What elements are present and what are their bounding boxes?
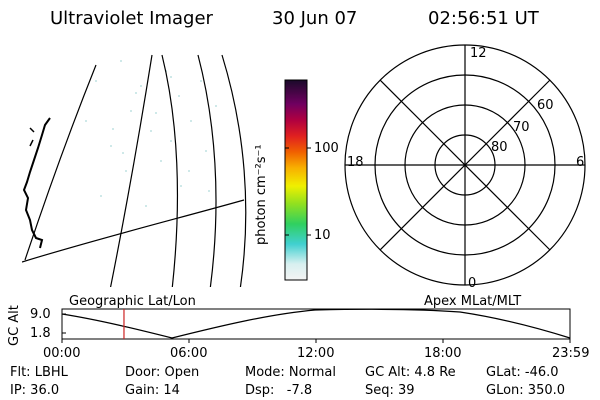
door-status: Door: Open bbox=[125, 365, 200, 380]
ytick-1-8: 1.8 bbox=[30, 326, 51, 341]
mlat-label-80: 80 bbox=[491, 140, 508, 155]
colorbar-unit-label: photon cm⁻²s⁻¹ bbox=[254, 144, 269, 245]
apex-caption: Apex MLat/MLT bbox=[424, 294, 522, 309]
colorbar-tick-10: 10 bbox=[314, 228, 331, 243]
time-label: 02:56:51 UT bbox=[428, 8, 539, 29]
ytick-9: 9.0 bbox=[30, 307, 51, 322]
mode-status: Mode: Normal bbox=[245, 365, 336, 380]
mlt-label-6: 6 bbox=[576, 155, 585, 170]
gc-alt-status: GC Alt: 4.8 Re bbox=[365, 365, 456, 380]
mlt-label-0: 0 bbox=[468, 276, 477, 291]
date-label: 30 Jun 07 bbox=[272, 8, 358, 29]
mlat-label-60: 60 bbox=[537, 98, 554, 113]
geographic-map bbox=[22, 54, 247, 287]
mlat-label-70: 70 bbox=[513, 120, 530, 135]
glat-status: GLat: -46.0 bbox=[486, 365, 559, 380]
dsp-status: Dsp: -7.8 bbox=[245, 383, 313, 398]
ip-status: IP: 36.0 bbox=[10, 383, 60, 398]
polar-grid bbox=[344, 44, 586, 286]
mlt-label-12: 12 bbox=[470, 46, 487, 61]
xtick-2359: 23:59 bbox=[552, 346, 590, 361]
geographic-caption: Geographic Lat/Lon bbox=[69, 294, 196, 309]
xtick-0000: 00:00 bbox=[43, 346, 81, 361]
xtick-0600: 06:00 bbox=[170, 346, 208, 361]
xtick-1800: 18:00 bbox=[424, 346, 462, 361]
coastline bbox=[22, 117, 51, 249]
orbit-panel bbox=[61, 308, 571, 343]
colorbar bbox=[284, 79, 311, 281]
latitude-line bbox=[22, 199, 245, 263]
gain-status: Gain: 14 bbox=[125, 383, 180, 398]
uv-emission-speckle bbox=[85, 60, 217, 207]
altitude-curve bbox=[61, 308, 571, 339]
glon-status: GLon: 350.0 bbox=[486, 383, 566, 398]
instrument-title: Ultraviolet Imager bbox=[50, 8, 213, 29]
seq-status: Seq: 39 bbox=[365, 383, 415, 398]
colorbar-tick-100: 100 bbox=[314, 141, 339, 156]
mlt-label-18: 18 bbox=[347, 155, 364, 170]
yaxis-title: GC Alt bbox=[7, 305, 22, 346]
filter-status: Flt: LBHL bbox=[10, 365, 68, 380]
xtick-1200: 12:00 bbox=[297, 346, 335, 361]
longitude-lines bbox=[24, 54, 247, 287]
